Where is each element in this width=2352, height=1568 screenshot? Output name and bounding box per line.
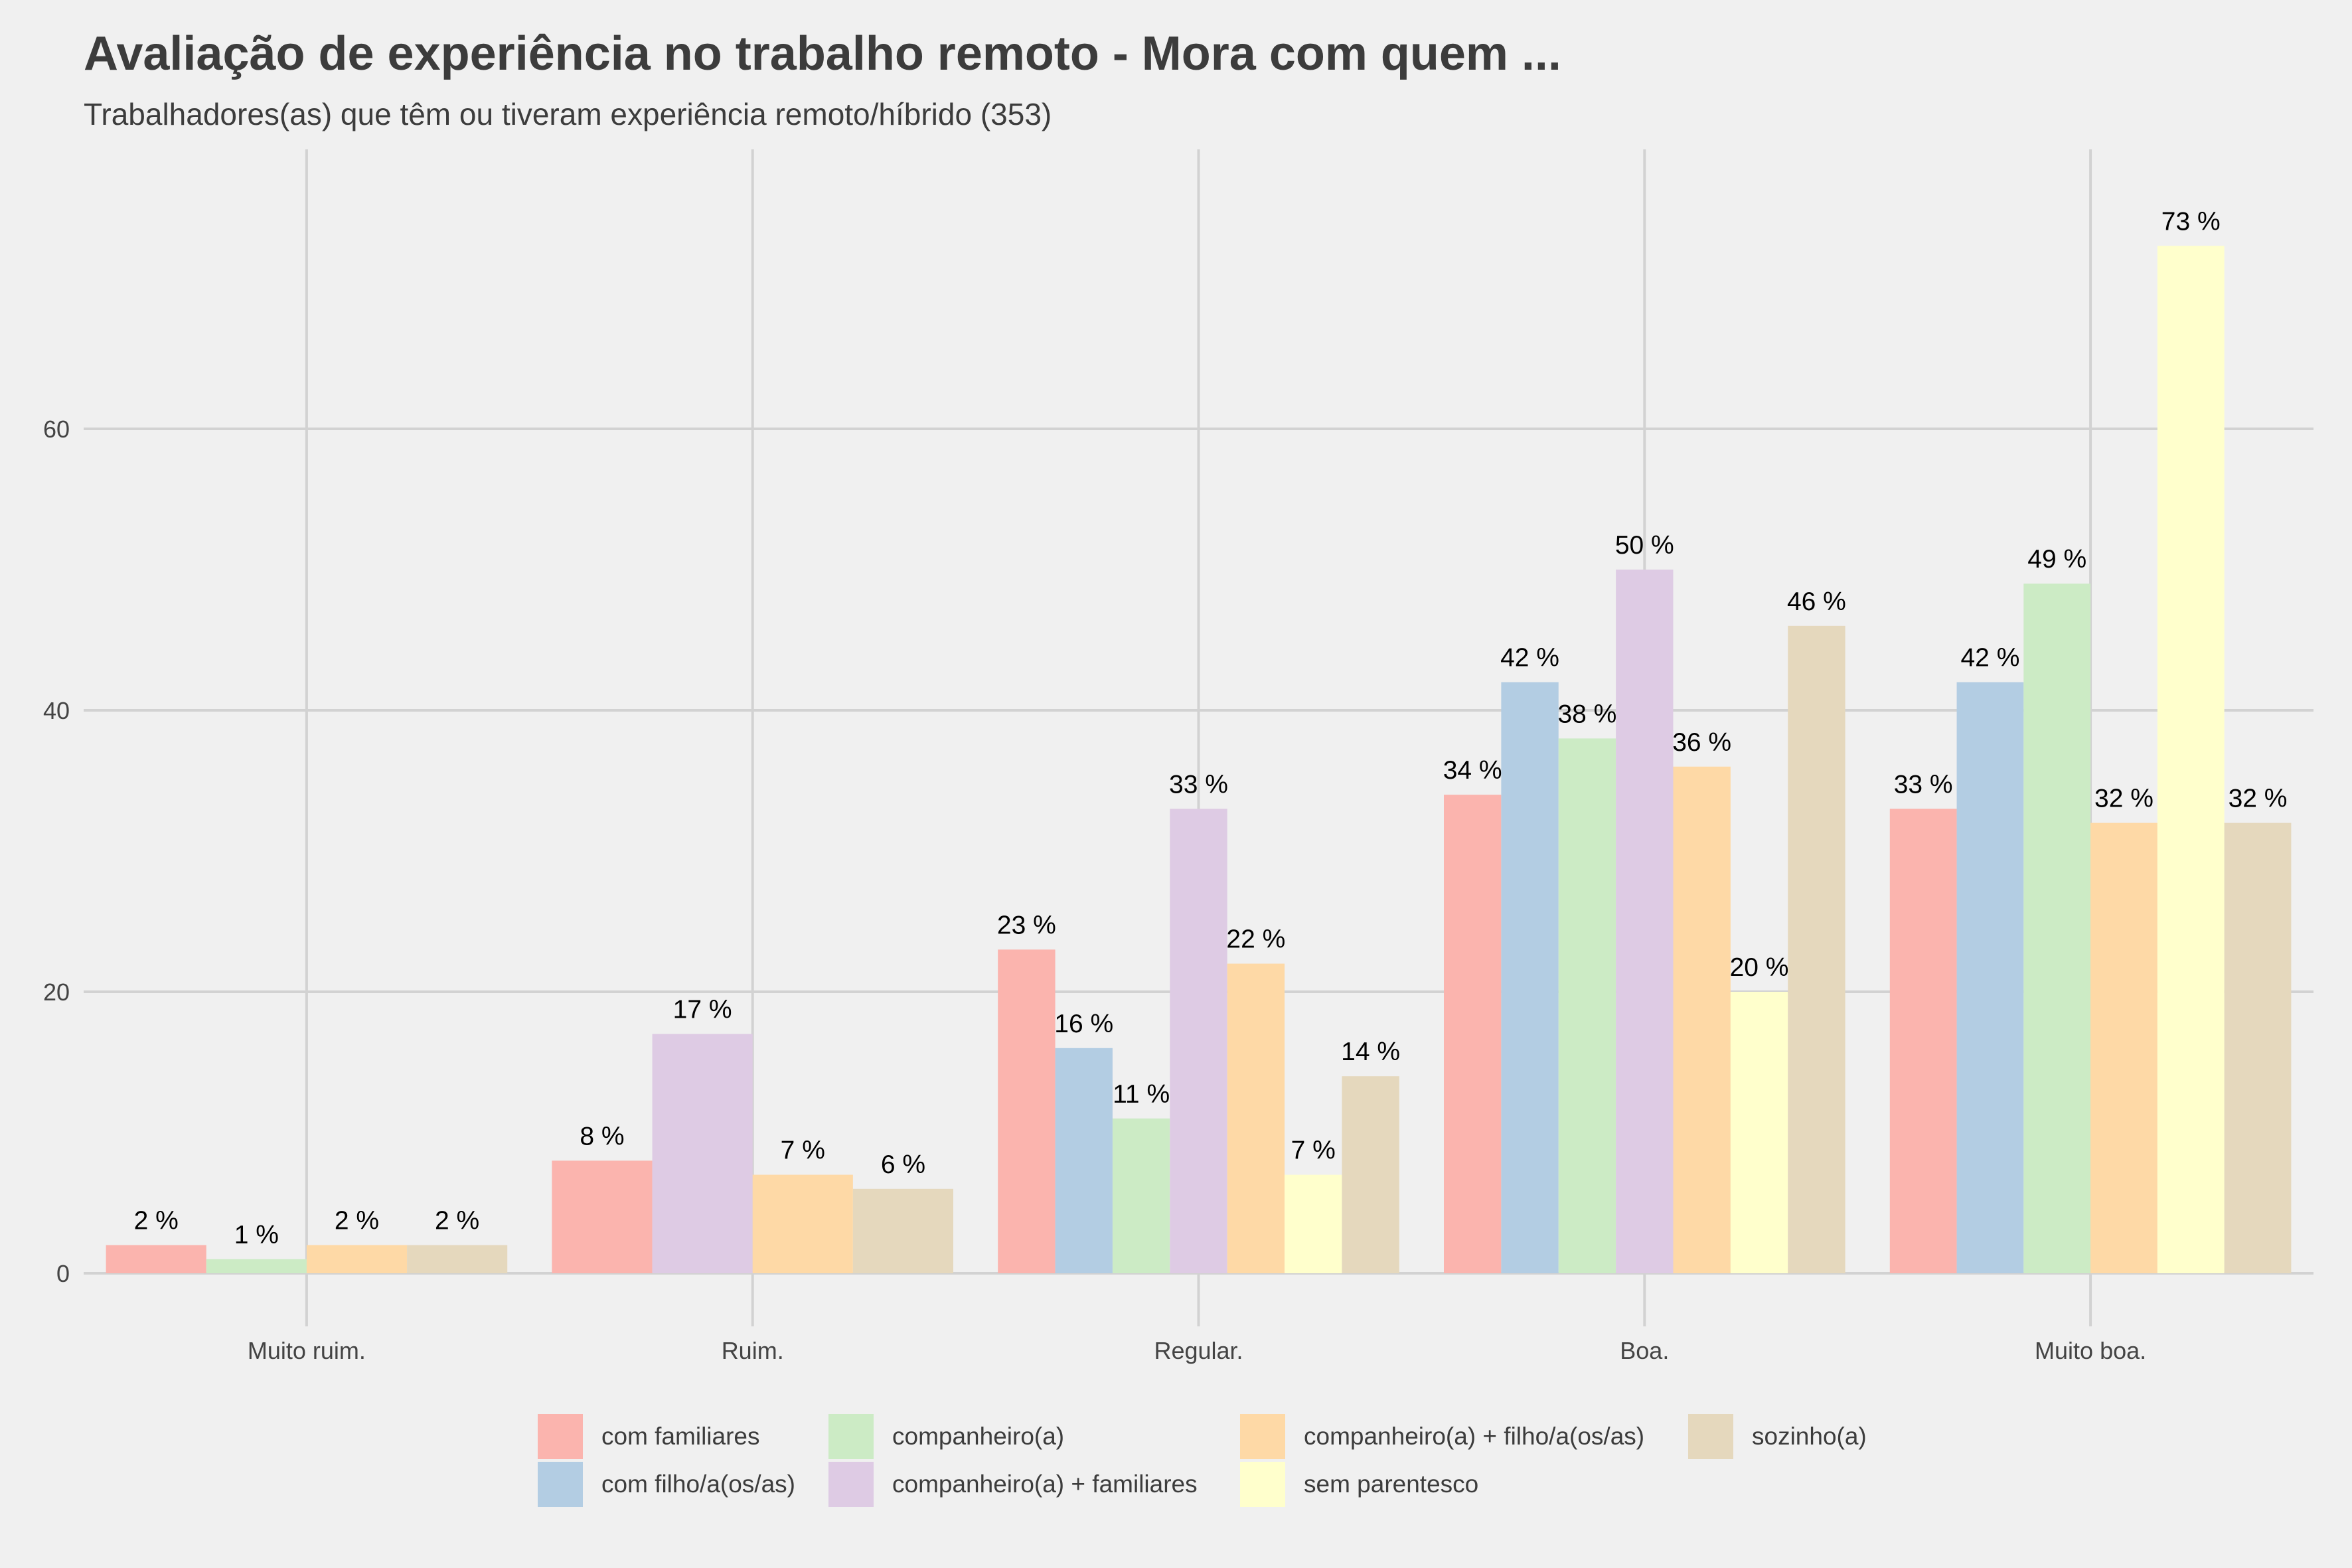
bar <box>306 1245 408 1273</box>
data-label: 36 % <box>1672 728 1731 757</box>
legend-swatch <box>1240 1414 1285 1459</box>
legend-item: companheiro(a) <box>828 1414 1064 1459</box>
chart-subtitle: Trabalhadores(as) que têm ou tiveram exp… <box>84 97 1052 131</box>
legend-item: companheiro(a) + filho/a(os/as) <box>1240 1414 1644 1459</box>
legend-item: com filho/a(os/as) <box>538 1462 795 1507</box>
data-label: 7 % <box>1291 1137 1336 1165</box>
bar <box>1227 963 1285 1273</box>
bar <box>2224 823 2292 1273</box>
data-label: 2 % <box>134 1207 179 1235</box>
bar <box>1285 1174 1342 1273</box>
legend-label: companheiro(a) + filho/a(os/as) <box>1304 1423 1645 1450</box>
data-label: 32 % <box>2229 785 2288 813</box>
bar <box>2023 584 2091 1274</box>
legend-item: companheiro(a) + familiares <box>828 1462 1198 1507</box>
bar <box>652 1034 753 1273</box>
bar <box>1889 809 1957 1273</box>
bar <box>106 1245 206 1273</box>
data-label: 7 % <box>781 1137 825 1165</box>
data-label: 17 % <box>673 996 732 1024</box>
legend-swatch <box>538 1462 583 1507</box>
legend-item: com familiares <box>538 1414 760 1459</box>
legend: com familiares com filho/a(os/as) companhe… <box>538 1414 1932 1514</box>
legend-swatch <box>1240 1462 1285 1507</box>
legend-label: com familiares <box>601 1423 760 1450</box>
y-tick-label: 0 <box>56 1260 70 1287</box>
bar <box>407 1245 508 1273</box>
data-label: 8 % <box>580 1122 624 1150</box>
data-label: 50 % <box>1615 531 1674 560</box>
data-label: 42 % <box>1500 644 1559 672</box>
data-label: 6 % <box>881 1150 925 1179</box>
data-label: 34 % <box>1443 756 1502 785</box>
bar <box>852 1188 954 1273</box>
legend-label: com filho/a(os/as) <box>601 1470 795 1498</box>
bar <box>1558 738 1616 1273</box>
x-tick-label: Boa. <box>1620 1337 1669 1364</box>
bar <box>1788 625 1845 1273</box>
data-label: 23 % <box>997 911 1056 939</box>
data-label: 33 % <box>1169 770 1228 799</box>
legend-item: sozinho(a) <box>1688 1414 1867 1459</box>
data-label: 14 % <box>1341 1038 1400 1066</box>
bar <box>1170 809 1227 1273</box>
data-label: 42 % <box>1960 644 2019 672</box>
axis-labels: 0 20 40 60 Muito ruim. Ruim. Regular. Boa. Muito… <box>43 416 2146 1364</box>
data-label: 2 % <box>435 1207 479 1235</box>
data-label: 20 % <box>1730 953 1789 982</box>
bar <box>206 1259 307 1273</box>
x-tick-label: Ruim. <box>722 1337 784 1364</box>
bar <box>1342 1076 1399 1273</box>
y-tick-label: 20 <box>43 979 70 1006</box>
bar <box>1730 992 1788 1273</box>
legend-label: sem parentesco <box>1304 1470 1479 1498</box>
bar <box>1443 795 1502 1273</box>
data-label: 11 % <box>1113 1080 1170 1109</box>
data-label: 16 % <box>1054 1010 1113 1038</box>
chart-title: Avaliação de experiência no trabalho rem… <box>84 27 1561 80</box>
data-label: 22 % <box>1226 925 1285 954</box>
bar <box>1055 1048 1113 1273</box>
bar <box>752 1174 853 1273</box>
legend-swatch <box>828 1414 874 1459</box>
bar <box>1501 682 1559 1273</box>
bars <box>106 246 2292 1274</box>
bar <box>1616 570 1674 1273</box>
bar <box>2157 246 2225 1273</box>
x-tick-label: Muito ruim. <box>248 1337 366 1364</box>
bar <box>2090 823 2157 1273</box>
legend-swatch <box>828 1462 874 1507</box>
data-label: 32 % <box>2094 785 2154 813</box>
legend-label: sozinho(a) <box>1752 1423 1867 1450</box>
legend-item: sem parentesco <box>1240 1462 1478 1507</box>
x-tick-label: Regular. <box>1154 1337 1243 1364</box>
data-label: 2 % <box>335 1207 379 1235</box>
y-tick-label: 60 <box>43 416 70 443</box>
bar <box>1673 766 1731 1273</box>
y-tick-label: 40 <box>43 697 70 724</box>
bar <box>1956 682 2024 1273</box>
data-label: 73 % <box>2161 207 2221 236</box>
legend-swatch <box>538 1414 583 1459</box>
bar <box>552 1160 653 1273</box>
x-tick-label: Muito boa. <box>2035 1337 2146 1364</box>
data-label: 33 % <box>1894 770 1953 799</box>
legend-label: companheiro(a) <box>892 1423 1065 1450</box>
bar <box>998 949 1056 1273</box>
data-label: 1 % <box>234 1221 279 1249</box>
legend-label: companheiro(a) + familiares <box>892 1470 1198 1498</box>
legend-swatch <box>1688 1414 1733 1459</box>
data-label: 38 % <box>1557 700 1616 728</box>
data-label: 46 % <box>1787 588 1846 616</box>
data-label: 49 % <box>2027 545 2086 574</box>
bar <box>1112 1118 1170 1273</box>
data-labels: 2 % 1 % 2 % 2 % 8 % 17 % 7 % 6 % 23 % 16 % 11 % 33 … <box>134 207 2288 1249</box>
